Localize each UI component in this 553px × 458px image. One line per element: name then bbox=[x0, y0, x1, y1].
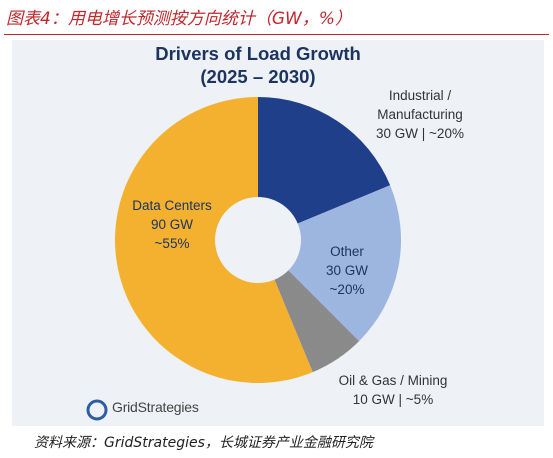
category-label: Other bbox=[330, 244, 364, 259]
slice bbox=[288, 185, 401, 342]
value-label: 90 GW bbox=[150, 217, 193, 232]
value-label: 30 GW bbox=[325, 263, 368, 278]
slice-label: Data Centers 90 GW ~55% bbox=[112, 196, 232, 253]
slice-label: Industrial / Manufacturing 30 GW | ~20% bbox=[360, 86, 480, 143]
logo: GridStrategies bbox=[112, 399, 199, 415]
value-label: ~55% bbox=[154, 236, 190, 251]
category-label: Data Centers bbox=[132, 198, 212, 213]
slice bbox=[274, 270, 360, 373]
slice-label: Oil & Gas / Mining 10 GW | ~5% bbox=[318, 371, 468, 409]
slice bbox=[115, 97, 313, 383]
logo-icon bbox=[86, 399, 108, 421]
header-rule bbox=[4, 34, 549, 35]
header: 图表4：用电增长预测按方向统计（GW，%） bbox=[6, 9, 352, 29]
category-label: Oil & Gas / Mining bbox=[338, 373, 448, 388]
slice-label: Other 30 GW ~20% bbox=[297, 242, 397, 299]
chart-title: Drivers of Load Growth bbox=[155, 43, 361, 64]
slice bbox=[258, 97, 391, 224]
value-label: 30 GW | ~20% bbox=[376, 126, 464, 141]
chart-subtitle: (2025 – 2030) bbox=[200, 66, 315, 87]
value-label: ~20% bbox=[329, 282, 365, 297]
category-label: Industrial / Manufacturing bbox=[377, 88, 463, 122]
value-label: 10 GW | ~5% bbox=[352, 392, 434, 407]
source: 资料来源：GridStrategies，长城证券产业金融研究院 bbox=[34, 435, 373, 451]
